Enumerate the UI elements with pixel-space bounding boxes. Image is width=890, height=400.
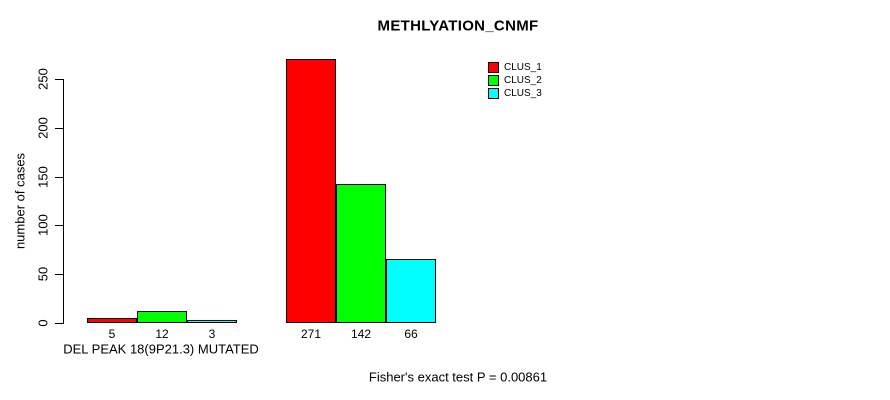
bar-value-label: 66 xyxy=(404,327,418,341)
bar-value-label: 3 xyxy=(208,327,216,341)
y-axis-label: number of cases xyxy=(12,152,28,250)
x-category-label: DEL PEAK 18(9P21.3) MUTATED xyxy=(63,341,259,357)
fisher-test-annotation: Fisher's exact test P = 0.00861 xyxy=(368,369,548,385)
y-tick-mark xyxy=(55,274,63,275)
y-tick-mark xyxy=(55,225,63,226)
chart-title: METHLYATION_CNMF xyxy=(377,17,539,35)
bar-value-label: 271 xyxy=(300,327,322,341)
bar-group2-clus_1 xyxy=(286,59,336,323)
legend-label-clus_3: CLUS_3 xyxy=(504,88,542,99)
y-tick-mark xyxy=(55,323,63,324)
y-tick-label: 250 xyxy=(35,68,51,90)
y-tick-label: 0 xyxy=(35,319,51,327)
bar-group2-clus_2 xyxy=(336,184,386,323)
legend-item-clus_1: CLUS_1 xyxy=(488,61,542,74)
bar-value-label: 12 xyxy=(155,327,169,341)
bar-group2-clus_3 xyxy=(386,259,436,323)
bar-value-label: 142 xyxy=(350,327,372,341)
y-tick-mark xyxy=(55,79,63,80)
bar-group1-clus_1 xyxy=(87,318,137,323)
y-tick-label: 50 xyxy=(35,266,51,282)
legend-swatch-clus_1 xyxy=(488,62,499,73)
bar-value-label: 5 xyxy=(108,327,116,341)
y-tick-mark xyxy=(55,177,63,178)
y-axis-line xyxy=(63,79,64,324)
legend: CLUS_1 CLUS_2 CLUS_3 xyxy=(488,61,542,100)
legend-label-clus_1: CLUS_1 xyxy=(504,62,542,73)
legend-swatch-clus_2 xyxy=(488,75,499,86)
legend-item-clus_2: CLUS_2 xyxy=(488,74,542,87)
y-tick-label: 200 xyxy=(35,117,51,139)
legend-item-clus_3: CLUS_3 xyxy=(488,87,542,100)
bar-group1-clus_3 xyxy=(187,320,237,323)
legend-swatch-clus_3 xyxy=(488,88,499,99)
legend-label-clus_2: CLUS_2 xyxy=(504,75,542,86)
y-tick-label: 100 xyxy=(35,214,51,236)
y-tick-mark xyxy=(55,128,63,129)
bar-group1-clus_2 xyxy=(137,311,187,323)
y-tick-label: 150 xyxy=(35,166,51,188)
